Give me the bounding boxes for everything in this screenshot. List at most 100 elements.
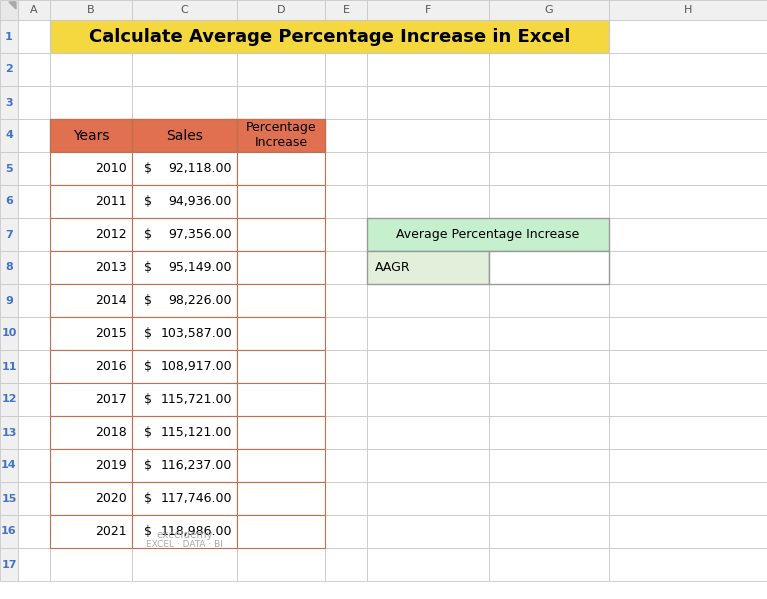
Bar bbox=[18, 317, 50, 350]
Bar bbox=[489, 350, 609, 383]
Text: 98,226.00: 98,226.00 bbox=[169, 294, 232, 307]
Bar bbox=[50, 284, 132, 317]
Polygon shape bbox=[9, 2, 16, 9]
Bar bbox=[132, 482, 237, 515]
Bar bbox=[367, 515, 489, 548]
Text: $: $ bbox=[144, 294, 152, 307]
Bar bbox=[367, 416, 489, 449]
Text: Average Percentage Increase: Average Percentage Increase bbox=[397, 228, 580, 241]
Bar bbox=[132, 251, 237, 284]
Bar bbox=[132, 53, 237, 86]
Bar bbox=[50, 416, 132, 449]
Text: 2011: 2011 bbox=[95, 195, 127, 208]
Bar bbox=[609, 185, 767, 218]
Bar bbox=[50, 251, 132, 284]
Bar bbox=[132, 86, 237, 119]
Bar bbox=[325, 548, 367, 581]
Bar bbox=[132, 449, 237, 482]
Text: 118,986.00: 118,986.00 bbox=[160, 525, 232, 538]
Bar bbox=[237, 449, 325, 482]
Bar bbox=[18, 53, 50, 86]
Bar bbox=[18, 86, 50, 119]
Bar bbox=[132, 0, 237, 20]
Text: Years: Years bbox=[73, 129, 109, 143]
Bar bbox=[237, 152, 325, 185]
Text: 94,936.00: 94,936.00 bbox=[169, 195, 232, 208]
Bar bbox=[18, 185, 50, 218]
Text: 8: 8 bbox=[5, 262, 13, 273]
Bar bbox=[325, 218, 367, 251]
Bar bbox=[18, 0, 50, 20]
Bar bbox=[489, 251, 609, 284]
Bar bbox=[609, 383, 767, 416]
Bar bbox=[237, 284, 325, 317]
Bar bbox=[489, 218, 609, 251]
Bar bbox=[132, 284, 237, 317]
Bar bbox=[325, 185, 367, 218]
Bar bbox=[132, 548, 237, 581]
Bar bbox=[609, 86, 767, 119]
Bar bbox=[325, 119, 367, 152]
Bar bbox=[0, 0, 18, 20]
Bar bbox=[132, 251, 237, 284]
Bar bbox=[237, 449, 325, 482]
Bar bbox=[132, 449, 237, 482]
Bar bbox=[132, 350, 237, 383]
Text: 13: 13 bbox=[2, 428, 17, 437]
Bar bbox=[367, 251, 489, 284]
Bar bbox=[609, 482, 767, 515]
Text: 2010: 2010 bbox=[95, 162, 127, 175]
Bar bbox=[237, 515, 325, 548]
Text: $: $ bbox=[144, 426, 152, 439]
Bar bbox=[50, 383, 132, 416]
Bar bbox=[237, 350, 325, 383]
Bar bbox=[132, 317, 237, 350]
Text: 103,587.00: 103,587.00 bbox=[160, 327, 232, 340]
Bar bbox=[489, 152, 609, 185]
Text: 14: 14 bbox=[2, 461, 17, 470]
Bar bbox=[18, 218, 50, 251]
Bar bbox=[50, 482, 132, 515]
Text: 2013: 2013 bbox=[95, 261, 127, 274]
Bar bbox=[50, 20, 609, 53]
Bar bbox=[237, 86, 325, 119]
Text: C: C bbox=[180, 5, 189, 15]
Bar bbox=[132, 119, 237, 152]
Bar bbox=[0, 383, 18, 416]
Bar bbox=[0, 86, 18, 119]
Bar bbox=[50, 317, 132, 350]
Bar bbox=[50, 449, 132, 482]
Bar bbox=[50, 152, 132, 185]
Bar bbox=[325, 251, 367, 284]
Bar bbox=[0, 284, 18, 317]
Bar bbox=[237, 383, 325, 416]
Bar bbox=[367, 482, 489, 515]
Bar bbox=[367, 548, 489, 581]
Bar bbox=[237, 350, 325, 383]
Bar bbox=[489, 0, 609, 20]
Bar bbox=[237, 152, 325, 185]
Text: Calculate Average Percentage Increase in Excel: Calculate Average Percentage Increase in… bbox=[89, 28, 570, 46]
Bar bbox=[609, 284, 767, 317]
Bar bbox=[0, 218, 18, 251]
Text: 15: 15 bbox=[2, 494, 17, 504]
Text: 2021: 2021 bbox=[95, 525, 127, 538]
Bar bbox=[18, 350, 50, 383]
Bar bbox=[367, 119, 489, 152]
Bar bbox=[325, 515, 367, 548]
Bar bbox=[237, 416, 325, 449]
Text: 2020: 2020 bbox=[95, 492, 127, 505]
Bar bbox=[609, 251, 767, 284]
Bar bbox=[0, 317, 18, 350]
Bar bbox=[489, 251, 609, 284]
Bar bbox=[18, 482, 50, 515]
Text: $: $ bbox=[144, 459, 152, 472]
Bar bbox=[609, 0, 767, 20]
Bar bbox=[237, 515, 325, 548]
Bar bbox=[50, 482, 132, 515]
Bar bbox=[367, 20, 489, 53]
Bar bbox=[18, 119, 50, 152]
Bar bbox=[325, 0, 367, 20]
Bar bbox=[237, 185, 325, 218]
Bar bbox=[489, 548, 609, 581]
